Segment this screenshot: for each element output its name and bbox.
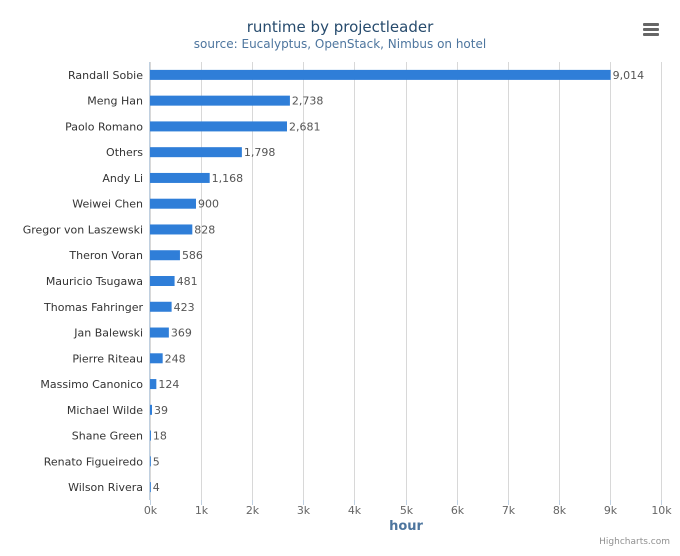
x-tick-labels: 0k 1k 2k 3k 4k 5k 6k 7k 8k 9k 10k xyxy=(144,504,672,517)
category-label: Meng Han xyxy=(87,95,143,108)
bar[interactable] xyxy=(150,198,196,209)
data-label: 481 xyxy=(177,275,198,288)
data-label: 39 xyxy=(154,404,168,417)
data-label: 2,738 xyxy=(292,95,324,108)
bar[interactable] xyxy=(150,404,152,415)
data-label: 2,681 xyxy=(289,120,321,133)
category-label: Theron Voran xyxy=(68,249,143,262)
bar[interactable] xyxy=(150,69,611,80)
chart-subtitle: source: Eucalyptus, OpenStack, Nimbus on… xyxy=(194,37,486,51)
bar[interactable] xyxy=(150,456,151,467)
data-label: 586 xyxy=(182,249,203,262)
data-label: 423 xyxy=(174,301,195,314)
x-tick-label: 8k xyxy=(553,504,567,517)
x-tick-label: 0k xyxy=(144,504,158,517)
category-label: Weiwei Chen xyxy=(72,198,143,211)
data-label: 1,798 xyxy=(244,146,276,159)
bar[interactable] xyxy=(150,172,210,183)
category-labels: Randall Sobie Meng Han Paolo Romano Others A… xyxy=(23,69,144,494)
x-axis-title: hour xyxy=(389,519,423,534)
category-label: Pierre Riteau xyxy=(72,352,143,365)
category-label: Andy Li xyxy=(102,172,143,185)
credits-link[interactable]: Highcharts.com xyxy=(599,537,670,547)
bar[interactable] xyxy=(150,121,287,132)
data-label: 900 xyxy=(198,198,219,211)
data-label: 124 xyxy=(158,378,179,391)
category-label: Mauricio Tsugawa xyxy=(46,275,143,288)
export-menu-button[interactable] xyxy=(638,18,664,40)
category-label: Wilson Rivera xyxy=(68,481,143,494)
bar[interactable] xyxy=(150,430,151,441)
bar[interactable] xyxy=(150,353,163,364)
bars xyxy=(150,69,611,493)
bar[interactable] xyxy=(150,147,242,158)
category-label: Paolo Romano xyxy=(65,120,143,133)
x-tick-label: 2k xyxy=(246,504,260,517)
data-label: 9,014 xyxy=(613,69,645,82)
category-label: Shane Green xyxy=(72,430,143,443)
category-label: Massimo Canonico xyxy=(40,378,143,391)
x-tick-label: 7k xyxy=(502,504,516,517)
x-tick-label: 9k xyxy=(604,504,618,517)
data-label: 369 xyxy=(171,327,192,340)
x-tick-label: 6k xyxy=(451,504,465,517)
data-label: 828 xyxy=(194,223,215,236)
category-label: Gregor von Laszewski xyxy=(23,223,143,236)
data-label: 18 xyxy=(153,430,167,443)
x-tick-label: 5k xyxy=(400,504,414,517)
category-label: Randall Sobie xyxy=(68,69,143,82)
grid-lines xyxy=(149,62,662,505)
category-label: Michael Wilde xyxy=(67,404,143,417)
bar[interactable] xyxy=(150,482,151,493)
x-tick-label: 3k xyxy=(297,504,311,517)
bar[interactable] xyxy=(150,224,193,235)
category-label: Others xyxy=(106,146,143,159)
data-label: 1,168 xyxy=(212,172,244,185)
category-label: Thomas Fahringer xyxy=(43,301,143,314)
bar[interactable] xyxy=(150,250,180,261)
x-tick-label: 10k xyxy=(651,504,672,517)
category-label: Jan Balewski xyxy=(73,327,143,340)
data-label: 4 xyxy=(153,481,160,494)
bar[interactable] xyxy=(150,379,157,390)
data-label: 248 xyxy=(165,352,186,365)
x-tick-label: 1k xyxy=(195,504,209,517)
data-label: 5 xyxy=(153,455,160,468)
bar[interactable] xyxy=(150,276,175,286)
category-label: Renato Figueiredo xyxy=(44,455,144,468)
bar[interactable] xyxy=(150,95,290,106)
bar[interactable] xyxy=(150,301,172,312)
menu-icon[interactable] xyxy=(643,23,659,36)
x-tick-label: 4k xyxy=(348,504,362,517)
bar[interactable] xyxy=(150,327,169,338)
chart-title: runtime by projectleader xyxy=(247,18,434,36)
